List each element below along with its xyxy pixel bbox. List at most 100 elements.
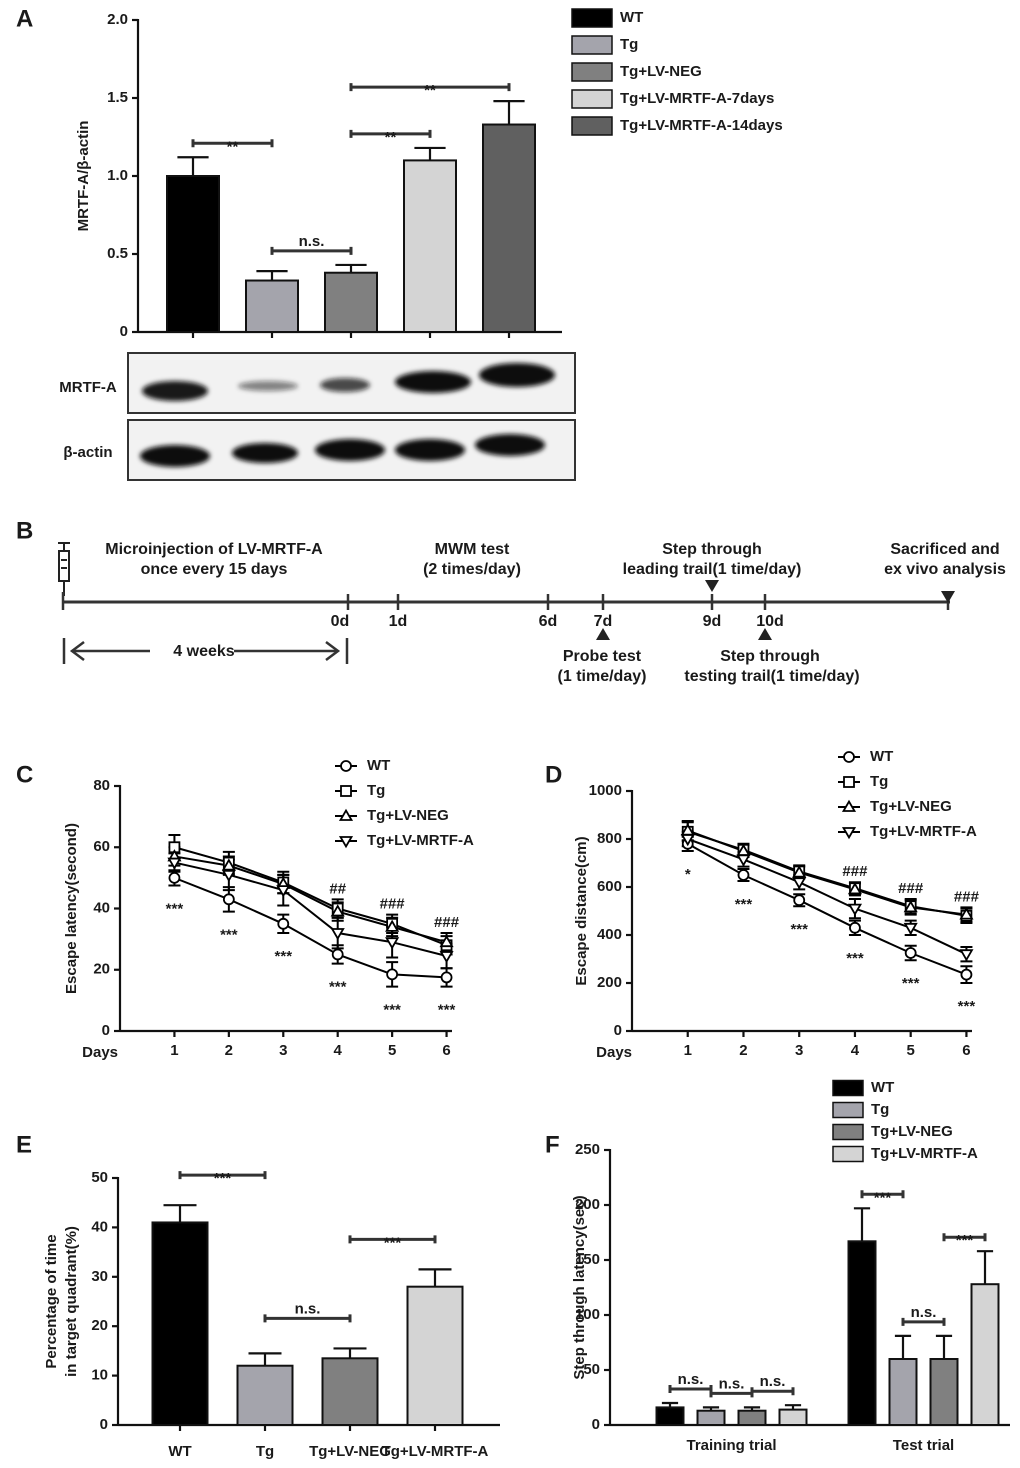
data-point [167,857,182,870]
y-tick-label: 0 [100,1416,108,1433]
data-point [386,968,399,981]
bar [888,1358,918,1426]
band [479,363,555,387]
significance-bracket [942,1233,987,1242]
legend-label: WT [871,1079,894,1096]
legend-marker [338,836,354,849]
y-tick-label: 200 [575,1196,600,1213]
significance-label: ** [385,129,397,146]
band [315,439,385,461]
error-bar [935,1334,953,1359]
timeline-label: MWM test [435,541,510,558]
band [238,381,298,391]
significance-label: *** [329,979,347,996]
significance-label: ### [954,888,980,905]
x-tick-label: 2 [225,1042,233,1059]
y-tick-label: 40 [91,1218,108,1235]
bar [403,159,457,333]
y-axis-label: Step through latency(sec) [571,1195,588,1379]
error-bar [894,1334,912,1359]
significance-bracket [349,129,432,138]
y-axis-label: Escape latency(second) [63,823,80,994]
series-line [174,861,447,957]
data-point [792,877,807,890]
legend-marker [843,751,855,763]
panel-label: D [545,761,562,788]
data-point [737,869,750,881]
panel-label: F [545,1131,560,1158]
significance-label: ### [380,896,406,913]
timeline-tick-label: 7d [594,613,613,630]
y-tick-label: 0 [592,1416,600,1433]
significance-label: n.s. [719,1375,745,1392]
y-tick-label: 150 [575,1251,600,1268]
blot-label: β-actin [63,444,112,461]
timeline-label: Step through [662,541,762,558]
y-tick-label: 20 [91,1317,108,1334]
y-tick-label: 0.5 [107,245,128,262]
x-tick-label: 5 [388,1042,396,1059]
timeline-label: testing trail(1 time/day) [684,668,859,685]
legend-label: Tg+LV-NEG [871,1123,953,1140]
data-point [277,917,290,930]
significance-label: ** [424,82,436,99]
x-tick-label: Test trial [893,1437,954,1454]
y-tick-label: 1.0 [107,167,128,184]
timeline-tick-label: 1d [389,613,408,630]
y-tick-label: 30 [91,1268,108,1285]
series-line [174,876,447,979]
timeline-tick-label: 10d [756,613,784,630]
data-point [792,865,807,878]
significance-bracket [901,1317,946,1326]
legend-label: WT [367,757,390,774]
legend-swatch [832,1079,864,1097]
timeline-tick-label: 6d [539,613,558,630]
y-tick-label: 40 [93,899,110,916]
y-tick-label: 100 [575,1306,600,1323]
y-axis-label: in target quadrant(%) [63,1226,80,1377]
syringe-icon [58,542,70,596]
bar [166,175,220,333]
significance-label: *** [438,1002,456,1019]
data-point [847,903,863,916]
bar [482,123,536,333]
error-bar [333,1347,367,1359]
data-point [903,922,918,936]
legend-label: Tg+LV-NEG [367,807,449,824]
x-tick-label: 1 [170,1042,178,1059]
bar [245,279,299,333]
legend-label: Tg [871,1101,889,1118]
data-point [793,894,806,907]
data-point [385,937,400,950]
significance-label: *** [384,1234,402,1251]
bar [847,1240,877,1427]
panel-label: C [16,761,33,788]
x-tick-label: 4 [334,1042,343,1059]
bar [696,1409,726,1426]
data-point [331,948,344,961]
series-line [687,838,967,956]
legend-label: Tg+LV-NEG [870,798,952,815]
y-tick-label: 0 [614,1022,622,1039]
data-point [903,900,918,913]
y-tick-label: 50 [583,1361,600,1378]
significance-label: *** [790,921,808,938]
significance-bracket [270,246,353,255]
y-tick-label: 0 [102,1022,110,1039]
legend-swatch [571,89,613,109]
blot-bands [140,363,555,467]
bar [151,1221,209,1426]
y-tick-label: 0 [120,323,128,340]
significance-bracket [750,1387,795,1396]
y-tick-label: 60 [93,838,110,855]
significance-bracket [348,1235,437,1244]
legend-label: Tg+LV-NEG [620,63,702,80]
x-tick-label: 2 [739,1042,747,1059]
x-tick-label: Tg [256,1443,274,1460]
bar [321,1357,379,1427]
significance-label: *** [275,948,293,965]
error-bar [177,156,209,176]
legend-swatch [571,35,613,55]
significance-bracket [178,1171,267,1180]
